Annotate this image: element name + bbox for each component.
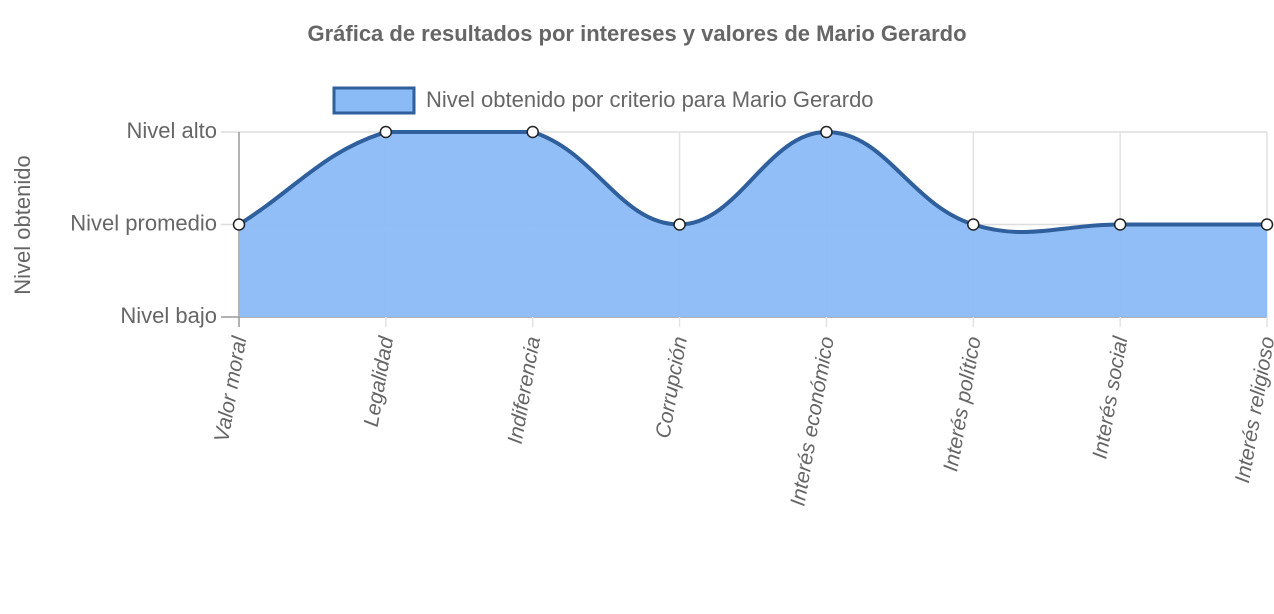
y-tick-label: Nivel promedio: [70, 210, 217, 235]
point: [967, 218, 980, 231]
x-tick-label: Interés económico: [786, 335, 839, 508]
chart-title: Gráfica de resultados por intereses y va…: [307, 21, 966, 46]
x-tick-label: Interés religioso: [1231, 335, 1274, 485]
x-tick-label: Legalidad: [360, 334, 399, 429]
point: [379, 125, 393, 139]
point: [673, 218, 686, 231]
plot: [232, 125, 1274, 317]
point: [526, 125, 539, 139]
y-axis-label: Nivel obtenido: [10, 155, 35, 294]
x-tick-label: Indiferencia: [504, 335, 546, 446]
legend-label: Nivel obtenido por criterio para Mario G…: [426, 87, 874, 112]
y-tick-label: Nivel alto: [127, 118, 217, 143]
point: [1113, 218, 1127, 231]
x-tick-label: Valor moral: [210, 334, 251, 444]
point: [820, 125, 833, 139]
point: [1260, 218, 1274, 231]
y-tick-label: Nivel bajo: [120, 303, 217, 328]
line: [237, 129, 1267, 235]
x-tick-label: Interés político: [939, 335, 985, 474]
point: [232, 218, 246, 231]
area-fill: [239, 132, 1267, 317]
x-tick-label: Interés social: [1088, 334, 1132, 461]
x-tick-label: Corrupción: [651, 335, 691, 440]
legend-swatch: [332, 86, 416, 115]
